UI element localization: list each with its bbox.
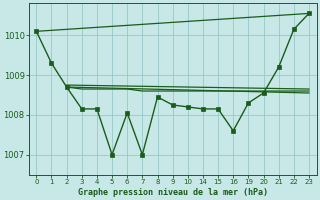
X-axis label: Graphe pression niveau de la mer (hPa): Graphe pression niveau de la mer (hPa) <box>78 188 268 197</box>
